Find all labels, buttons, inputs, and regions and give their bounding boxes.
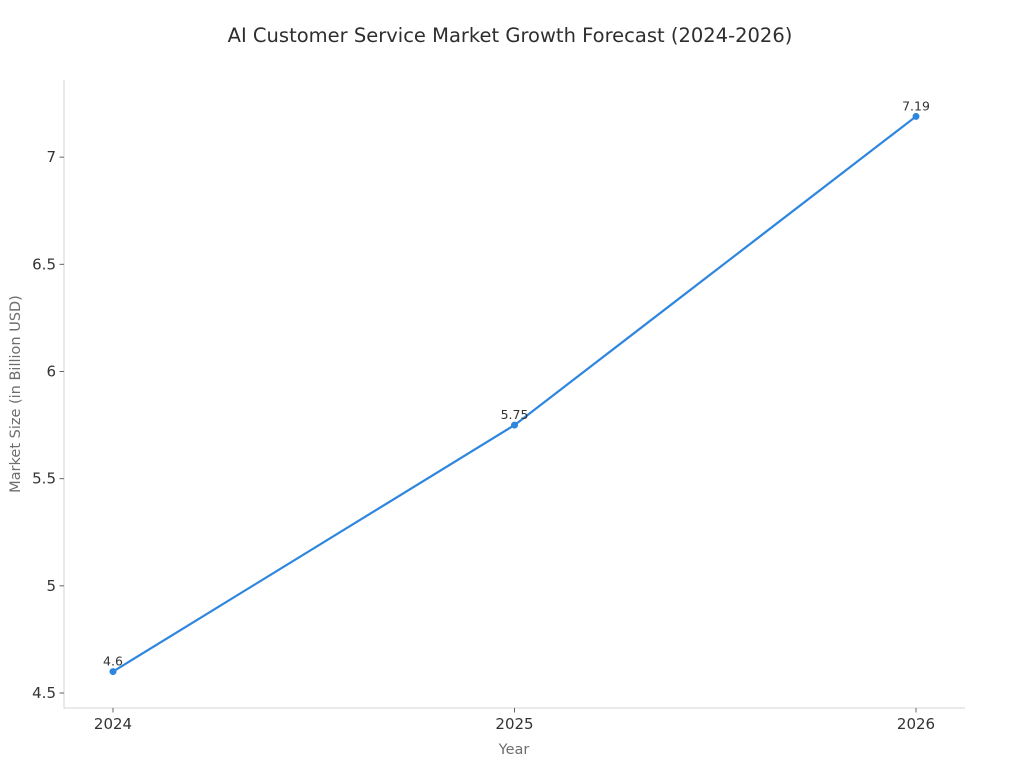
y-axis-title: Market Size (in Billion USD)	[8, 295, 24, 493]
data-point-label: 7.19	[902, 98, 930, 113]
y-tick-label: 6.5	[32, 255, 56, 273]
x-tick-label: 2026	[897, 715, 935, 733]
x-tick-label: 2024	[94, 715, 132, 733]
y-tick-label: 4.5	[32, 684, 56, 702]
data-point-marker	[912, 112, 920, 120]
y-tick-label: 5	[46, 577, 56, 595]
plot-area: 4.5 5 5.5 6 6.5 7 2024 2025 2026 4.6 5.75 7.19	[32, 80, 965, 733]
x-axis-title: Year	[498, 742, 530, 758]
data-line	[111, 115, 918, 673]
y-tick-label: 7	[46, 148, 56, 166]
axis-spines	[63, 80, 965, 709]
y-tick-label: 5.5	[32, 470, 56, 488]
data-point-label: 5.75	[501, 407, 529, 422]
x-tick-label: 2025	[495, 715, 533, 733]
data-point-label: 4.6	[103, 654, 123, 669]
y-tick-label: 6	[46, 362, 56, 380]
data-point-marker	[109, 668, 117, 676]
data-point-marker	[511, 421, 518, 429]
chart-title: AI Customer Service Market Growth Foreca…	[228, 24, 793, 47]
